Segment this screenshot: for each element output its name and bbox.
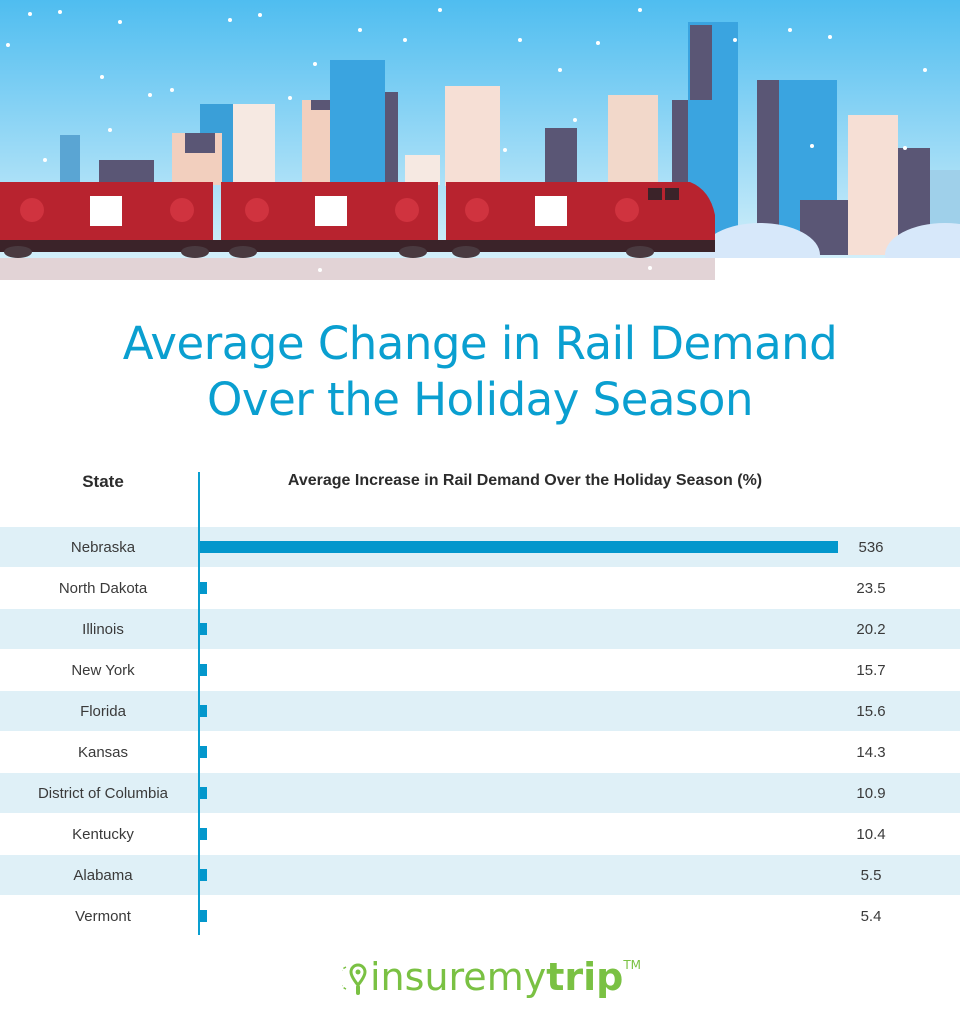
value-label: 10.9 [856,785,885,802]
category-label: Kansas [78,744,128,761]
category-label: Nebraska [71,539,136,556]
category-label: North Dakota [59,580,148,597]
value-label: 23.5 [856,580,885,597]
category-label: New York [71,662,135,679]
train [0,182,715,258]
value-label: 536 [858,539,883,556]
bar-nebraska [200,541,838,553]
category-label: Alabama [73,867,133,884]
holiday-train-illustration [0,0,960,290]
row-band [0,773,960,813]
bar-florida [200,705,207,717]
category-label: Illinois [82,621,124,638]
category-label: Kentucky [72,826,134,843]
value-label: 14.3 [856,744,885,761]
value-labels: 536 23.5 20.2 15.7 15.6 14.3 10.9 10.4 5.5 5.4 [856,539,885,925]
value-label: 5.5 [861,867,882,884]
value-label: 15.6 [856,703,885,720]
bar-vermont [200,910,207,922]
title-line-2: Over the Holiday Season [207,373,753,426]
bar-north-dakota [200,582,207,594]
bar-district-of-columbia [200,787,207,799]
category-label: Florida [80,703,127,720]
value-label: 20.2 [856,621,885,638]
bar-new-york [200,664,207,676]
logo-text-bold: trip [546,955,624,999]
map-pin-icon [342,963,367,995]
insuremytrip-logo: insuremy trip TM [342,952,641,1002]
bar-illinois [200,623,207,635]
bar-kentucky [200,828,207,840]
category-label: District of Columbia [38,785,169,802]
bar-alabama [200,869,207,881]
row-band [0,609,960,649]
page-title: Average Change in Rail Demand Over the H… [0,316,960,428]
snowflakes [6,8,927,272]
category-label: Vermont [75,908,132,925]
row-band [0,691,960,731]
track [0,258,715,280]
column-header-value: Average Increase in Rail Demand Over the… [287,472,763,489]
bar-kansas [200,746,207,758]
logo-trademark: TM [623,958,642,972]
value-label: 5.4 [861,908,882,925]
bars [200,541,838,922]
column-header-state: State [82,472,124,491]
value-label: 10.4 [856,826,885,843]
logo-text-light: insuremy [370,955,547,999]
category-labels: Nebraska North Dakota Illinois New York Flor… [38,539,169,925]
title-line-1: Average Change in Rail Demand [122,317,838,370]
row-band [0,855,960,895]
value-label: 15.7 [856,662,885,679]
